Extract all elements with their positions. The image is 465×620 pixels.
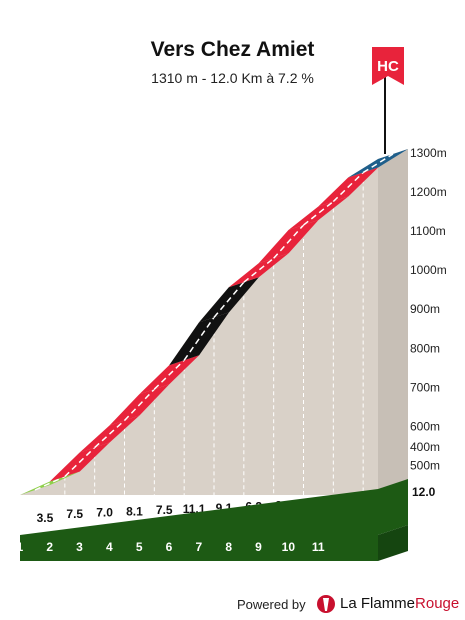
road-center-line bbox=[213, 281, 245, 318]
road-center-line bbox=[303, 200, 334, 226]
category-badge bbox=[372, 47, 404, 85]
gradient-label: 7.0 bbox=[96, 506, 113, 520]
elevation-profile-chart: HC3.57.57.08.17.511.19.16.28.66.17.54.81… bbox=[16, 47, 447, 561]
km-marker: 7 bbox=[195, 540, 202, 554]
profile-right-face bbox=[378, 149, 408, 495]
y-tick-label: 700m bbox=[410, 380, 440, 394]
road-center-line bbox=[362, 153, 394, 174]
y-tick-label: 600m bbox=[410, 419, 440, 433]
road-center-line bbox=[183, 316, 215, 361]
y-tick-label: 500m bbox=[410, 458, 440, 472]
road-center-line bbox=[123, 388, 155, 422]
km-marker: 5 bbox=[136, 540, 143, 554]
km-marker: 2 bbox=[46, 540, 53, 554]
end-km-label: 12.0 bbox=[412, 485, 436, 499]
road-center-line bbox=[34, 475, 66, 491]
y-tick-label: 1000m bbox=[410, 263, 447, 277]
km-marker: 1 bbox=[16, 540, 23, 554]
y-tick-label: 800m bbox=[410, 341, 440, 355]
road-center-line bbox=[243, 257, 275, 283]
km-marker: 11 bbox=[312, 540, 325, 554]
powered-by-label: Powered by bbox=[237, 597, 306, 612]
gradient-segment bbox=[228, 253, 289, 288]
gradient-label: 3.5 bbox=[37, 511, 54, 525]
road-center-line bbox=[153, 359, 185, 390]
brand-name: La FlammeRouge bbox=[340, 595, 459, 612]
road-center-line bbox=[64, 446, 96, 478]
y-tick-label: 1300m bbox=[410, 146, 447, 160]
base-band bbox=[20, 535, 378, 561]
gradient-label: 8.1 bbox=[126, 504, 143, 518]
road-center-line bbox=[94, 419, 126, 449]
gradient-label: 7.5 bbox=[156, 503, 173, 517]
y-tick-label: 1200m bbox=[410, 185, 447, 199]
gradient-label: 7.5 bbox=[66, 507, 83, 521]
climb-title: Vers Chez Amiet bbox=[150, 38, 315, 61]
y-tick-label: 400m bbox=[410, 440, 440, 454]
km-marker: 3 bbox=[76, 540, 83, 554]
gradient-segment bbox=[348, 149, 408, 178]
y-tick-label: 900m bbox=[410, 302, 440, 316]
road-center-line bbox=[332, 171, 364, 203]
km-marker: 8 bbox=[225, 540, 232, 554]
base-band-top bbox=[20, 479, 408, 535]
climb-subtitle: 1310 m - 12.0 Km à 7.2 % bbox=[151, 70, 314, 86]
road-center-line bbox=[273, 224, 305, 259]
flamme-rouge-logo-icon bbox=[317, 595, 335, 613]
footer: Powered by La FlammeRouge bbox=[0, 593, 465, 617]
km-marker: 4 bbox=[106, 540, 113, 554]
brand-name-part1: La Flamme bbox=[340, 595, 416, 612]
km-marker: 6 bbox=[166, 540, 173, 554]
base-band-side bbox=[378, 525, 408, 561]
y-tick-label: 1100m bbox=[410, 224, 446, 238]
km-marker: 9 bbox=[255, 540, 262, 554]
km-marker: 10 bbox=[282, 540, 296, 554]
gradient-segment bbox=[288, 196, 349, 231]
gradient-segment bbox=[169, 312, 229, 366]
gradient-segment bbox=[20, 471, 80, 495]
brand-name-part2: Rouge bbox=[415, 595, 460, 612]
category-badge-label: HC bbox=[377, 58, 399, 75]
